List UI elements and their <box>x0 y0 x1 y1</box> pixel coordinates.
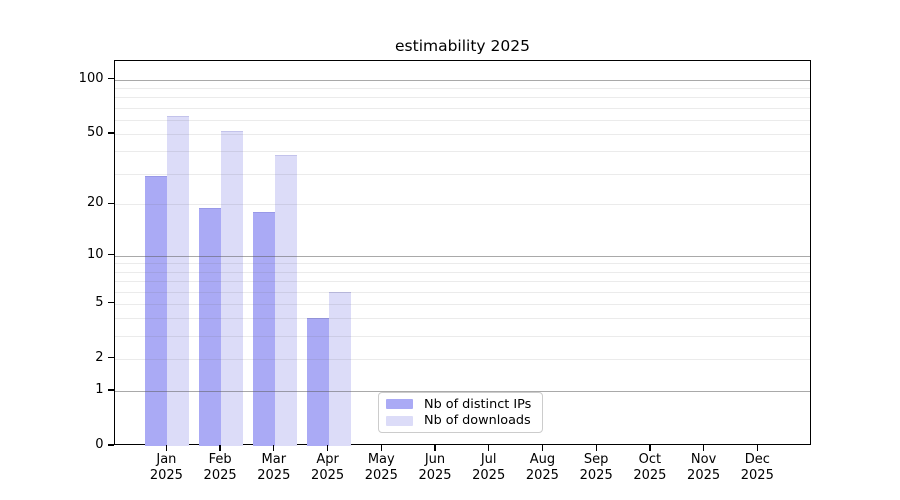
x-tick-mar <box>273 445 275 451</box>
x-tick-label-oct: Oct 2025 <box>633 452 667 483</box>
y-tick-label-0: 0 <box>95 437 104 452</box>
y-tick-label-5: 5 <box>95 294 104 310</box>
x-tick-label-jul: Jul 2025 <box>472 452 506 483</box>
bar-downloads-jan <box>167 116 190 446</box>
x-tick-may <box>380 445 382 451</box>
legend-swatch-downloads <box>386 415 413 426</box>
y-tick-0 <box>107 444 114 446</box>
x-tick-sep <box>595 445 597 451</box>
y-tick-label-100: 100 <box>78 70 104 86</box>
y-tick-label-10: 10 <box>86 246 104 262</box>
y-tick-label-2: 2 <box>95 349 104 365</box>
legend-swatch-distinct-ips <box>386 399 413 410</box>
x-tick-label-nov: Nov 2025 <box>687 452 721 483</box>
x-tick-label-dec: Dec 2025 <box>740 452 774 483</box>
legend-entry-distinct-ips: Nb of distinct IPs <box>386 397 535 412</box>
x-tick-oct <box>649 445 651 451</box>
y-tick-1 <box>107 389 114 391</box>
bar-distinct-ips-feb <box>199 208 222 446</box>
x-tick-apr <box>326 445 329 451</box>
x-tick-nov <box>702 445 705 451</box>
bar-distinct-ips-jan <box>145 176 168 446</box>
bar-distinct-ips-apr <box>306 318 329 446</box>
x-tick-feb <box>219 445 221 451</box>
x-tick-label-jan: Jan 2025 <box>149 452 183 483</box>
x-tick-label-feb: Feb 2025 <box>203 452 237 483</box>
bar-downloads-apr <box>328 291 351 446</box>
legend-label-distinct-ips: Nb of distinct IPs <box>424 396 532 412</box>
y-tick-50 <box>107 132 114 134</box>
legend-entry-downloads: Nb of downloads <box>386 413 535 428</box>
y-tick-20 <box>107 202 114 205</box>
legend: Nb of distinct IPs Nb of downloads <box>378 392 543 433</box>
chart-title: estimability 2025 <box>395 37 530 55</box>
y-tick-100 <box>107 78 114 80</box>
bars-layer <box>115 61 810 446</box>
bar-downloads-mar <box>274 155 297 446</box>
x-tick-label-apr: Apr 2025 <box>311 452 345 483</box>
y-tick-2 <box>107 357 114 359</box>
x-tick-label-jun: Jun 2025 <box>418 452 452 483</box>
x-tick-label-mar: Mar 2025 <box>257 452 291 483</box>
x-tick-jun <box>434 445 436 451</box>
x-tick-label-may: May 2025 <box>364 452 398 483</box>
y-tick-label-20: 20 <box>86 195 104 211</box>
x-tick-label-sep: Sep 2025 <box>579 452 613 483</box>
plot-area <box>114 60 811 446</box>
y-tick-10 <box>107 254 114 256</box>
y-tick-5 <box>107 302 114 304</box>
x-tick-aug <box>541 445 544 451</box>
legend-label-downloads: Nb of downloads <box>424 413 531 429</box>
bar-downloads-feb <box>221 131 244 446</box>
y-tick-label-50: 50 <box>86 125 104 140</box>
x-tick-jan <box>165 445 168 451</box>
x-tick-label-aug: Aug 2025 <box>525 452 559 483</box>
y-tick-label-1: 1 <box>95 382 104 397</box>
bar-distinct-ips-mar <box>252 212 275 446</box>
x-tick-dec <box>756 445 758 451</box>
x-tick-jul <box>488 445 490 451</box>
